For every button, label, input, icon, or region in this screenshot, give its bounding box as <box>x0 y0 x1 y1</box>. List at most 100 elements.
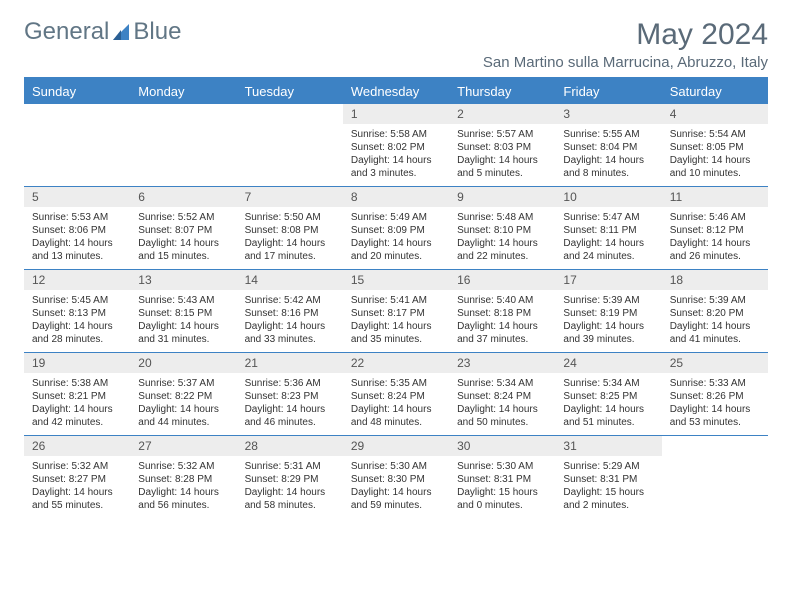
daylight-text: Daylight: 14 hours and 5 minutes. <box>457 154 547 180</box>
calendar-day-cell: 2Sunrise: 5:57 AMSunset: 8:03 PMDaylight… <box>449 104 555 187</box>
day-details: Sunrise: 5:55 AMSunset: 8:04 PMDaylight:… <box>555 124 661 186</box>
day-details <box>24 123 130 177</box>
day-details <box>237 123 343 177</box>
sunrise-text: Sunrise: 5:41 AM <box>351 294 441 307</box>
sunrise-text: Sunrise: 5:48 AM <box>457 211 547 224</box>
day-details: Sunrise: 5:39 AMSunset: 8:20 PMDaylight:… <box>662 290 768 352</box>
day-number: 1 <box>343 104 449 124</box>
calendar-day-cell: 22Sunrise: 5:35 AMSunset: 8:24 PMDayligh… <box>343 353 449 436</box>
calendar-day-cell: 26Sunrise: 5:32 AMSunset: 8:27 PMDayligh… <box>24 436 130 519</box>
calendar-week: 5Sunrise: 5:53 AMSunset: 8:06 PMDaylight… <box>24 187 768 270</box>
header: GeneralBlue May 2024 San Martino sulla M… <box>24 18 768 71</box>
daylight-text: Daylight: 14 hours and 22 minutes. <box>457 237 547 263</box>
day-header-row: Sunday Monday Tuesday Wednesday Thursday… <box>24 79 768 104</box>
sunrise-text: Sunrise: 5:57 AM <box>457 128 547 141</box>
day-number <box>130 104 236 123</box>
calendar-day-cell: 27Sunrise: 5:32 AMSunset: 8:28 PMDayligh… <box>130 436 236 519</box>
calendar-week: 19Sunrise: 5:38 AMSunset: 8:21 PMDayligh… <box>24 353 768 436</box>
calendar-day-cell: 14Sunrise: 5:42 AMSunset: 8:16 PMDayligh… <box>237 270 343 353</box>
daylight-text: Daylight: 15 hours and 2 minutes. <box>563 486 653 512</box>
sunrise-text: Sunrise: 5:55 AM <box>563 128 653 141</box>
day-details: Sunrise: 5:50 AMSunset: 8:08 PMDaylight:… <box>237 207 343 269</box>
day-details: Sunrise: 5:47 AMSunset: 8:11 PMDaylight:… <box>555 207 661 269</box>
day-details: Sunrise: 5:32 AMSunset: 8:27 PMDaylight:… <box>24 456 130 518</box>
daylight-text: Daylight: 14 hours and 10 minutes. <box>670 154 760 180</box>
sunrise-text: Sunrise: 5:40 AM <box>457 294 547 307</box>
calendar-day-cell: 21Sunrise: 5:36 AMSunset: 8:23 PMDayligh… <box>237 353 343 436</box>
col-thursday: Thursday <box>449 79 555 104</box>
daylight-text: Daylight: 14 hours and 28 minutes. <box>32 320 122 346</box>
daylight-text: Daylight: 14 hours and 35 minutes. <box>351 320 441 346</box>
sunset-text: Sunset: 8:10 PM <box>457 224 547 237</box>
sunset-text: Sunset: 8:27 PM <box>32 473 122 486</box>
day-number <box>662 436 768 455</box>
calendar-day-cell <box>130 104 236 187</box>
sunrise-text: Sunrise: 5:33 AM <box>670 377 760 390</box>
col-sunday: Sunday <box>24 79 130 104</box>
sunset-text: Sunset: 8:18 PM <box>457 307 547 320</box>
daylight-text: Daylight: 14 hours and 15 minutes. <box>138 237 228 263</box>
logo: GeneralBlue <box>24 18 181 46</box>
sunset-text: Sunset: 8:31 PM <box>457 473 547 486</box>
day-details: Sunrise: 5:48 AMSunset: 8:10 PMDaylight:… <box>449 207 555 269</box>
sunrise-text: Sunrise: 5:42 AM <box>245 294 335 307</box>
sunrise-text: Sunrise: 5:46 AM <box>670 211 760 224</box>
sunrise-text: Sunrise: 5:34 AM <box>563 377 653 390</box>
sunset-text: Sunset: 8:21 PM <box>32 390 122 403</box>
day-number: 14 <box>237 270 343 290</box>
col-monday: Monday <box>130 79 236 104</box>
day-number: 8 <box>343 187 449 207</box>
daylight-text: Daylight: 14 hours and 58 minutes. <box>245 486 335 512</box>
day-number: 30 <box>449 436 555 456</box>
day-details <box>662 455 768 509</box>
sunset-text: Sunset: 8:11 PM <box>563 224 653 237</box>
sunset-text: Sunset: 8:06 PM <box>32 224 122 237</box>
calendar-day-cell: 4Sunrise: 5:54 AMSunset: 8:05 PMDaylight… <box>662 104 768 187</box>
day-details: Sunrise: 5:42 AMSunset: 8:16 PMDaylight:… <box>237 290 343 352</box>
day-details: Sunrise: 5:33 AMSunset: 8:26 PMDaylight:… <box>662 373 768 435</box>
day-number: 16 <box>449 270 555 290</box>
day-details: Sunrise: 5:35 AMSunset: 8:24 PMDaylight:… <box>343 373 449 435</box>
sunrise-text: Sunrise: 5:52 AM <box>138 211 228 224</box>
day-number: 21 <box>237 353 343 373</box>
calendar-day-cell: 17Sunrise: 5:39 AMSunset: 8:19 PMDayligh… <box>555 270 661 353</box>
daylight-text: Daylight: 14 hours and 37 minutes. <box>457 320 547 346</box>
calendar-day-cell: 15 Sunrise: 5:41 AMSunset: 8:17 PMDayligh… <box>343 270 449 353</box>
col-saturday: Saturday <box>662 79 768 104</box>
daylight-text: Daylight: 14 hours and 13 minutes. <box>32 237 122 263</box>
day-number: 25 <box>662 353 768 373</box>
sunrise-text: Sunrise: 5:47 AM <box>563 211 653 224</box>
calendar-day-cell: 28Sunrise: 5:31 AMSunset: 8:29 PMDayligh… <box>237 436 343 519</box>
day-details: Sunrise: 5:29 AMSunset: 8:31 PMDaylight:… <box>555 456 661 518</box>
day-number: 28 <box>237 436 343 456</box>
daylight-text: Daylight: 15 hours and 0 minutes. <box>457 486 547 512</box>
day-details: Sunrise: 5:38 AMSunset: 8:21 PMDaylight:… <box>24 373 130 435</box>
calendar-day-cell: 10Sunrise: 5:47 AMSunset: 8:11 PMDayligh… <box>555 187 661 270</box>
sunrise-text: Sunrise: 5:31 AM <box>245 460 335 473</box>
daylight-text: Daylight: 14 hours and 51 minutes. <box>563 403 653 429</box>
sunset-text: Sunset: 8:05 PM <box>670 141 760 154</box>
day-number: 5 <box>24 187 130 207</box>
sunset-text: Sunset: 8:28 PM <box>138 473 228 486</box>
day-details: Sunrise: 5:54 AMSunset: 8:05 PMDaylight:… <box>662 124 768 186</box>
day-details: Sunrise: 5:34 AMSunset: 8:25 PMDaylight:… <box>555 373 661 435</box>
calendar-day-cell: 19Sunrise: 5:38 AMSunset: 8:21 PMDayligh… <box>24 353 130 436</box>
calendar-day-cell: 3Sunrise: 5:55 AMSunset: 8:04 PMDaylight… <box>555 104 661 187</box>
col-wednesday: Wednesday <box>343 79 449 104</box>
day-details: Sunrise: 5:58 AMSunset: 8:02 PMDaylight:… <box>343 124 449 186</box>
day-number: 15 <box>343 270 449 290</box>
day-details: Sunrise: 5:46 AMSunset: 8:12 PMDaylight:… <box>662 207 768 269</box>
day-number: 22 <box>343 353 449 373</box>
day-details: Sunrise: 5:57 AMSunset: 8:03 PMDaylight:… <box>449 124 555 186</box>
day-number <box>237 104 343 123</box>
sunset-text: Sunset: 8:17 PM <box>351 307 441 320</box>
sunrise-text: Sunrise: 5:30 AM <box>457 460 547 473</box>
day-number: 24 <box>555 353 661 373</box>
logo-text-a: General <box>24 18 109 46</box>
day-number: 7 <box>237 187 343 207</box>
day-details: Sunrise: 5:52 AMSunset: 8:07 PMDaylight:… <box>130 207 236 269</box>
sunrise-text: Sunrise: 5:38 AM <box>32 377 122 390</box>
day-number: 2 <box>449 104 555 124</box>
calendar-day-cell: 16 Sunrise: 5:40 AMSunset: 8:18 PMDayligh… <box>449 270 555 353</box>
calendar-day-cell: 1Sunrise: 5:58 AMSunset: 8:02 PMDaylight… <box>343 104 449 187</box>
